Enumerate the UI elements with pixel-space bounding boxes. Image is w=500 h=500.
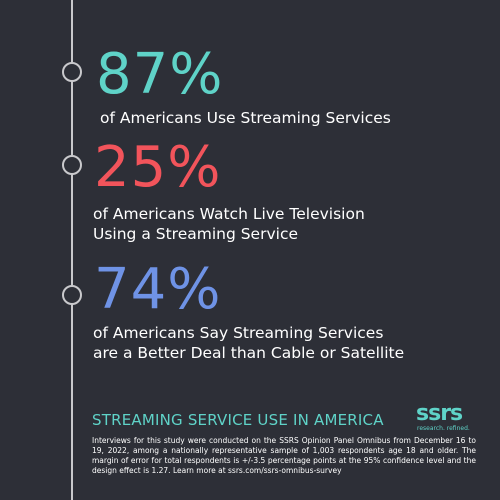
timeline-node-3 (62, 285, 82, 305)
timeline-node-1 (62, 62, 82, 82)
stat-value-live-tv: 25% (94, 135, 222, 200)
stat-value-better-deal: 74% (94, 257, 222, 322)
timeline-node-2 (62, 155, 82, 175)
stat-value-streaming-use: 87% (96, 42, 224, 107)
logo-tagline: research. refined. (417, 425, 470, 432)
methodology-note: Interviews for this study were conducted… (92, 436, 476, 475)
stat-label-better-deal-line2: are a Better Deal than Cable or Satellit… (93, 344, 405, 362)
stat-label-live-tv-line2: Using a Streaming Service (93, 225, 299, 243)
ssrs-logo: ssrs research. refined. (416, 403, 476, 433)
footer-title: STREAMING SERVICE USE IN AMERICA (92, 411, 384, 429)
stat-label-streaming-use: of Americans Use Streaming Services (100, 109, 391, 127)
logo-wordmark: ssrs (416, 401, 463, 426)
timeline-line (71, 0, 73, 500)
stat-label-live-tv-line1: of Americans Watch Live Television (93, 205, 365, 223)
stat-label-better-deal-line1: of Americans Say Streaming Services (93, 324, 384, 342)
